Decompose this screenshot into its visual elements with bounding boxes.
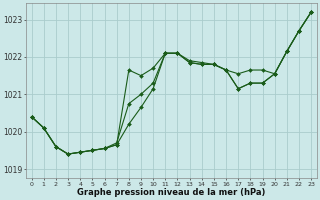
X-axis label: Graphe pression niveau de la mer (hPa): Graphe pression niveau de la mer (hPa) (77, 188, 266, 197)
